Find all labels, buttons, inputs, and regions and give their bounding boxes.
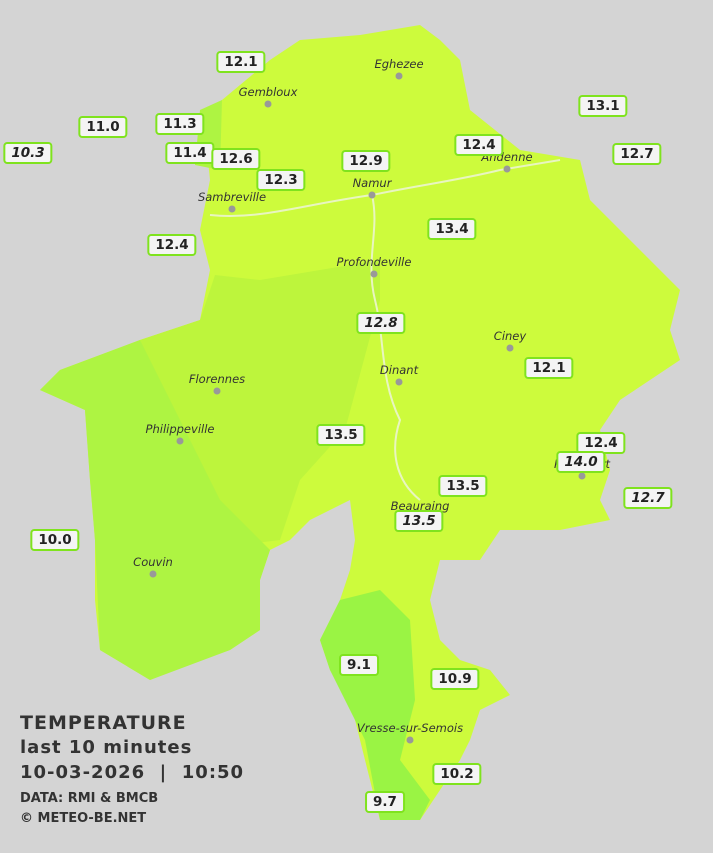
temperature-label: 13.5 <box>438 475 488 497</box>
town-name: Eghezee <box>374 57 424 71</box>
town-name: Beauraing <box>390 499 450 513</box>
temperature-label: 12.4 <box>454 134 504 156</box>
town-dot <box>264 100 272 108</box>
town-name: Namur <box>352 176 392 190</box>
town-dot <box>368 191 376 199</box>
town-dot <box>370 270 378 278</box>
town-dot <box>395 378 403 386</box>
town-name: Philippeville <box>145 422 215 436</box>
legend-source: DATA: RMI & BMCB <box>20 791 159 806</box>
temperature-label: 12.9 <box>341 150 391 172</box>
cool-zone <box>320 590 430 820</box>
town-name: Profondeville <box>336 255 412 269</box>
legend-timestamp: 10-03-2026 | 10:50 <box>20 762 245 783</box>
temperature-label: 11.3 <box>155 113 205 135</box>
town-name: Couvin <box>133 555 173 569</box>
town-dot <box>213 387 221 395</box>
town-dot <box>506 344 514 352</box>
cool-zone <box>40 340 270 680</box>
temperature-label: 12.7 <box>623 487 673 509</box>
town-name: Sambreville <box>197 190 267 204</box>
town-dot <box>578 472 586 480</box>
temperature-label: 12.1 <box>216 51 266 73</box>
temperature-label: 13.1 <box>578 95 628 117</box>
temperature-label: 10.0 <box>30 529 80 551</box>
town-dot <box>149 570 157 578</box>
temperature-label: 10.9 <box>430 668 480 690</box>
temperature-label: 9.7 <box>365 791 405 813</box>
town-name: Florennes <box>188 372 246 386</box>
temperature-label: 12.1 <box>524 357 574 379</box>
legend-copyright: © METEO-BE.NET <box>20 811 147 826</box>
temperature-label: 11.0 <box>78 116 128 138</box>
town-name: Ciney <box>493 329 527 343</box>
temperature-label: 13.5 <box>316 424 366 446</box>
temperature-label: 12.3 <box>256 169 306 191</box>
temperature-label: 12.6 <box>211 148 261 170</box>
temperature-label: 10.2 <box>432 763 482 785</box>
temperature-label: 14.0 <box>556 451 606 473</box>
temperature-label: 12.8 <box>356 312 406 334</box>
temperature-label: 12.4 <box>147 234 197 256</box>
town-name: Vresse-sur-Semois <box>356 721 464 735</box>
temperature-label: 9.1 <box>339 654 379 676</box>
town-dot <box>503 165 511 173</box>
temperature-label: 13.5 <box>394 510 444 532</box>
temperature-label: 12.7 <box>612 143 662 165</box>
town-name: Gembloux <box>238 85 298 99</box>
temperature-label: 13.4 <box>427 218 477 240</box>
town-name: Dinant <box>379 363 419 377</box>
town-dot <box>406 736 414 744</box>
temperature-label: 10.3 <box>3 142 53 164</box>
legend-title: TEMPERATURE <box>20 712 187 734</box>
town-dot <box>228 205 236 213</box>
town-dot <box>395 72 403 80</box>
town-dot <box>176 437 184 445</box>
temperature-label: 11.4 <box>165 142 215 164</box>
legend-subtitle: last 10 minutes <box>20 737 193 758</box>
